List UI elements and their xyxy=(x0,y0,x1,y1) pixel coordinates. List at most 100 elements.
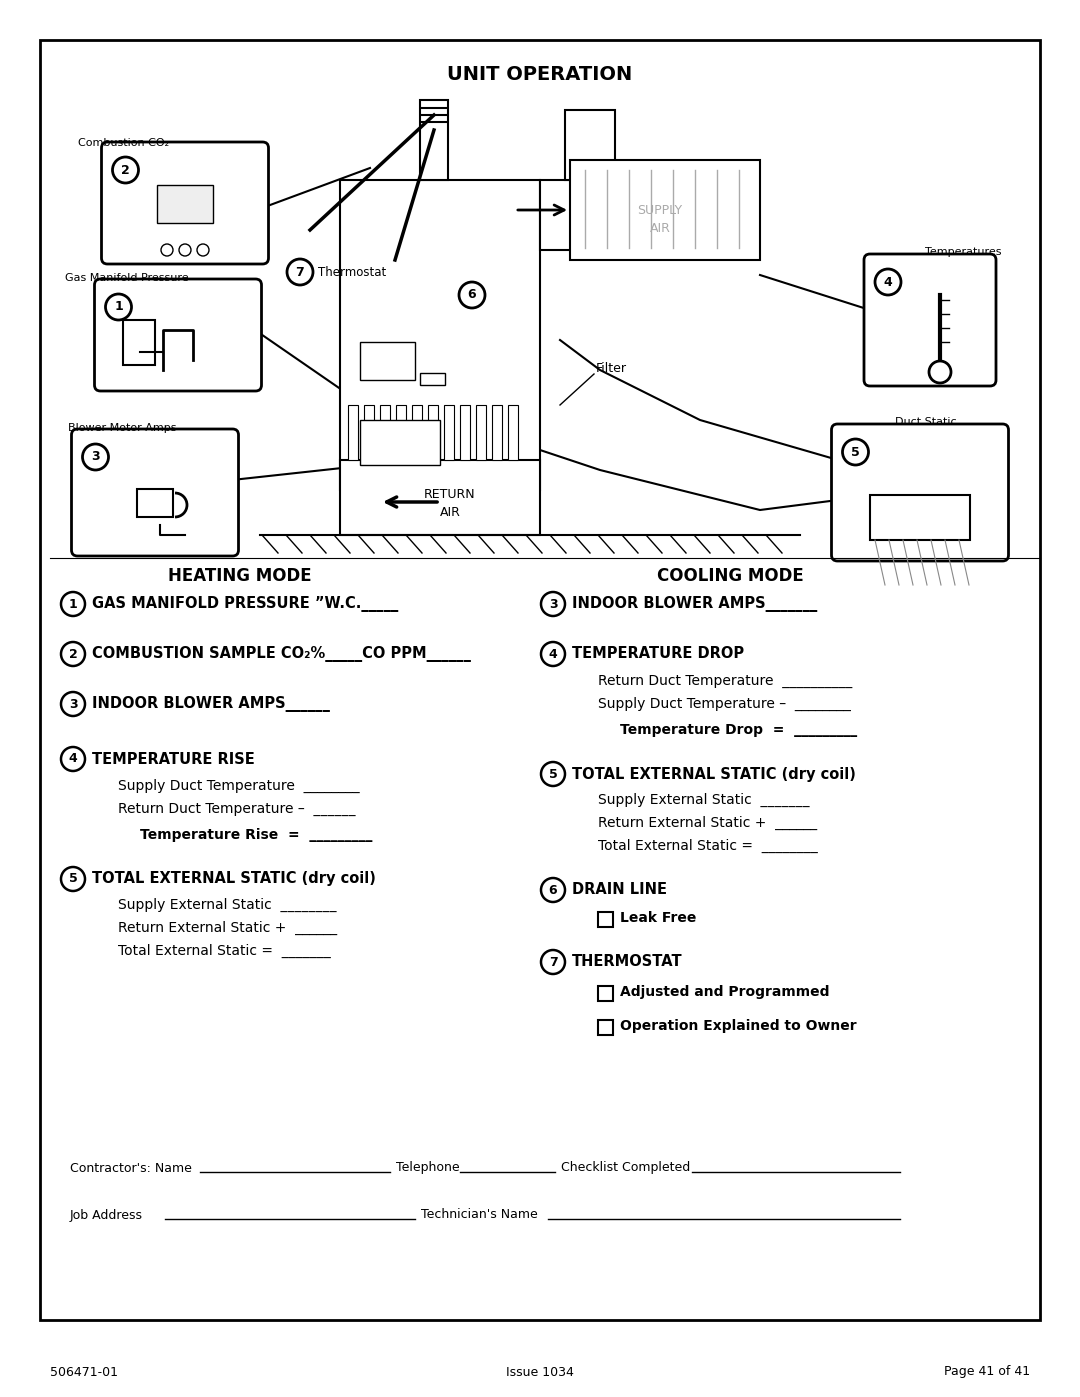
Text: 3: 3 xyxy=(69,697,78,711)
Circle shape xyxy=(875,270,901,295)
Text: Supply Duct Temperature  ________: Supply Duct Temperature ________ xyxy=(118,780,360,793)
Text: Total External Static =  ________: Total External Static = ________ xyxy=(598,840,818,854)
Bar xyxy=(476,405,486,460)
Circle shape xyxy=(541,877,565,902)
Bar xyxy=(508,405,518,460)
Bar xyxy=(870,495,970,541)
Circle shape xyxy=(60,868,85,891)
Text: SUPPLY: SUPPLY xyxy=(637,204,683,217)
Text: 1: 1 xyxy=(69,598,78,610)
Bar xyxy=(444,405,454,460)
Bar xyxy=(428,405,438,460)
Text: DRAIN LINE: DRAIN LINE xyxy=(572,883,667,897)
Text: INDOOR BLOWER AMPS_______: INDOOR BLOWER AMPS_______ xyxy=(572,597,818,612)
Bar xyxy=(598,986,613,1002)
Text: Technician's Name: Technician's Name xyxy=(421,1208,538,1221)
Text: Filter: Filter xyxy=(596,362,627,374)
Text: UNIT OPERATION: UNIT OPERATION xyxy=(447,66,633,84)
Text: 2: 2 xyxy=(69,647,78,661)
Bar xyxy=(492,405,502,460)
Circle shape xyxy=(287,258,313,285)
Text: 6: 6 xyxy=(549,883,557,897)
Text: AIR: AIR xyxy=(649,222,671,235)
Text: TEMPERATURE RISE: TEMPERATURE RISE xyxy=(92,752,255,767)
Text: 5: 5 xyxy=(549,767,557,781)
Text: Temperature Drop  =  _________: Temperature Drop = _________ xyxy=(620,724,858,738)
Text: Leak Free: Leak Free xyxy=(620,911,697,925)
Text: AIR: AIR xyxy=(440,506,460,518)
FancyBboxPatch shape xyxy=(832,425,1009,562)
Text: 506471-01: 506471-01 xyxy=(50,1365,118,1379)
Bar xyxy=(598,912,613,928)
Bar xyxy=(364,405,374,460)
Text: Page 41 of 41: Page 41 of 41 xyxy=(944,1365,1030,1379)
Text: Operation Explained to Owner: Operation Explained to Owner xyxy=(620,1018,856,1032)
Circle shape xyxy=(112,156,138,183)
Circle shape xyxy=(60,592,85,616)
Bar xyxy=(360,342,415,380)
Bar xyxy=(540,180,615,250)
Circle shape xyxy=(179,244,191,256)
Text: Combustion CO₂: Combustion CO₂ xyxy=(78,138,170,148)
Circle shape xyxy=(106,293,132,320)
Text: 5: 5 xyxy=(69,873,78,886)
Bar xyxy=(396,405,406,460)
Text: 7: 7 xyxy=(549,956,557,968)
Text: COMBUSTION SAMPLE CO₂%_____CO PPM______: COMBUSTION SAMPLE CO₂%_____CO PPM______ xyxy=(92,645,471,662)
Text: THERMOSTAT: THERMOSTAT xyxy=(572,954,683,970)
Text: RETURN: RETURN xyxy=(424,489,476,502)
Circle shape xyxy=(161,244,173,256)
Circle shape xyxy=(929,360,951,383)
Text: Supply External Static  ________: Supply External Static ________ xyxy=(118,898,337,912)
FancyBboxPatch shape xyxy=(95,279,261,391)
Text: 2: 2 xyxy=(121,163,130,176)
Text: TOTAL EXTERNAL STATIC (dry coil): TOTAL EXTERNAL STATIC (dry coil) xyxy=(92,872,376,887)
Circle shape xyxy=(541,950,565,974)
Text: 3: 3 xyxy=(549,598,557,610)
Bar xyxy=(411,405,422,460)
Text: GAS MANIFOLD PRESSURE ”W.C._____: GAS MANIFOLD PRESSURE ”W.C._____ xyxy=(92,597,399,612)
Text: Blower Motor Amps: Blower Motor Amps xyxy=(68,423,176,433)
Text: Return External Static +  ______: Return External Static + ______ xyxy=(118,921,337,935)
Circle shape xyxy=(197,244,210,256)
Bar xyxy=(123,320,156,365)
Text: Telephone: Telephone xyxy=(396,1161,460,1175)
Bar xyxy=(598,1020,613,1035)
Bar xyxy=(420,373,445,386)
Circle shape xyxy=(541,643,565,666)
Text: Job Address: Job Address xyxy=(70,1208,143,1221)
Text: 6: 6 xyxy=(468,289,476,302)
Text: Adjusted and Programmed: Adjusted and Programmed xyxy=(620,985,829,999)
Text: Issue 1034: Issue 1034 xyxy=(507,1365,573,1379)
Circle shape xyxy=(541,761,565,787)
Text: 5: 5 xyxy=(851,446,860,458)
Text: 4: 4 xyxy=(549,647,557,661)
Circle shape xyxy=(541,592,565,616)
Bar xyxy=(340,180,540,490)
Circle shape xyxy=(459,282,485,307)
Text: TEMPERATURE DROP: TEMPERATURE DROP xyxy=(572,647,744,662)
Text: Temperatures: Temperatures xyxy=(924,247,1001,257)
Bar xyxy=(565,110,615,180)
Circle shape xyxy=(60,643,85,666)
Text: Temperature Rise  =  _________: Temperature Rise = _________ xyxy=(140,828,373,842)
Text: Supply Duct Temperature –  ________: Supply Duct Temperature – ________ xyxy=(598,697,851,711)
Text: Return External Static +  ______: Return External Static + ______ xyxy=(598,816,818,830)
Text: 4: 4 xyxy=(883,275,892,289)
Bar xyxy=(157,184,213,224)
Bar xyxy=(460,405,470,460)
Text: Duct Static: Duct Static xyxy=(895,416,957,427)
Bar xyxy=(380,405,390,460)
Text: Total External Static =  _______: Total External Static = _______ xyxy=(118,944,330,958)
Circle shape xyxy=(60,692,85,717)
Circle shape xyxy=(60,747,85,771)
Text: 3: 3 xyxy=(91,450,99,464)
Text: 7: 7 xyxy=(296,265,305,278)
FancyBboxPatch shape xyxy=(864,254,996,386)
Text: 4: 4 xyxy=(69,753,78,766)
Text: HEATING MODE: HEATING MODE xyxy=(168,567,312,585)
Bar xyxy=(340,460,540,535)
Text: 1: 1 xyxy=(114,300,123,313)
Circle shape xyxy=(82,444,108,469)
Text: Return Duct Temperature  __________: Return Duct Temperature __________ xyxy=(598,673,852,687)
